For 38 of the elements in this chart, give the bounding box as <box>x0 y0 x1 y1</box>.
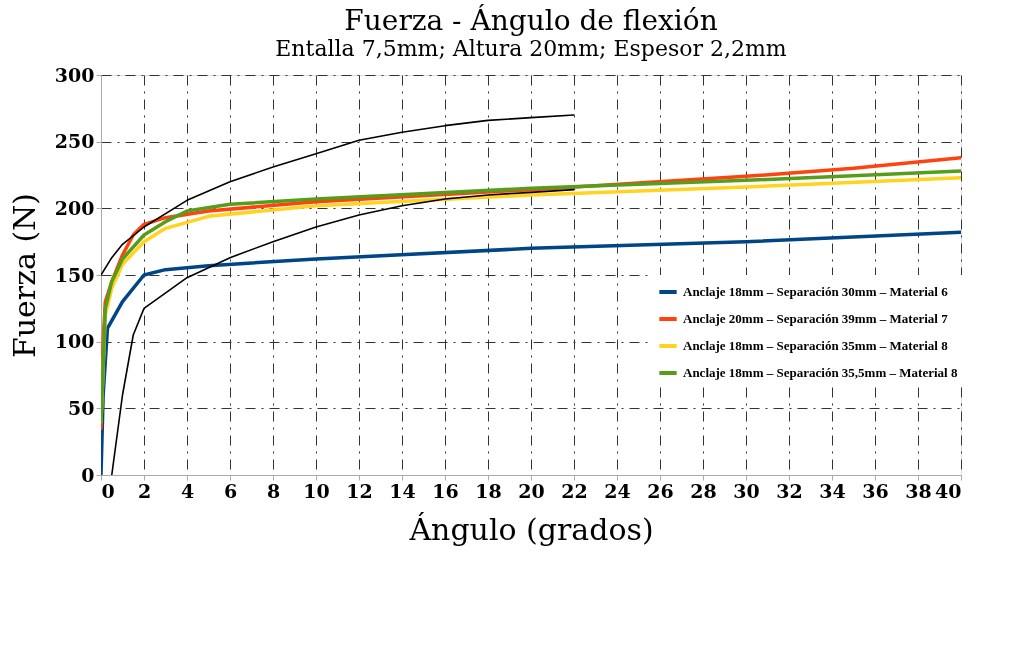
x-tick-label: 10 <box>303 479 330 502</box>
x-tick-label: 20 <box>518 479 545 502</box>
x-tick-label: 36 <box>862 479 889 502</box>
line-series <box>110 188 575 475</box>
chart-subtitle: Entalla 7,5mm; Altura 20mm; Espesor 2,2mm <box>275 36 787 61</box>
x-tick-label: 4 <box>180 479 195 502</box>
y-tick-label: 200 <box>54 196 95 219</box>
x-tick-label: 30 <box>733 479 760 502</box>
x-tick-label: 38 <box>905 479 932 502</box>
x-tick-label: 6 <box>223 479 238 502</box>
y-tick-label: 250 <box>54 130 95 153</box>
x-tick-label: 26 <box>647 479 674 502</box>
x-tick-label: 16 <box>432 479 459 502</box>
chart-title: Fuerza - Ángulo de flexión <box>344 4 718 37</box>
x-tick-label: 14 <box>389 479 416 502</box>
x-tick-label: 18 <box>475 479 502 502</box>
y-axis-title: Fuerza (N) <box>6 192 42 359</box>
legend-label: Anclaje 18mm – Separación 35mm – Material 8 <box>683 338 949 353</box>
legend-label: Anclaje 20mm – Separación 39mm – Material 7 <box>683 311 949 326</box>
x-tick-label: 32 <box>776 479 803 502</box>
y-tick-label: 50 <box>68 396 95 419</box>
x-tick-label: 8 <box>266 479 281 502</box>
y-tick-label: 150 <box>54 263 95 286</box>
x-tick-label: 40 <box>935 479 962 502</box>
x-tick-label: 34 <box>819 479 846 502</box>
y-tick-label: 300 <box>54 63 95 86</box>
x-tick-label: 12 <box>346 479 373 502</box>
legend-label: Anclaje 18mm – Separación 35,5mm – Material 8 <box>683 365 958 380</box>
x-axis-title: Ángulo (grados) <box>408 511 654 547</box>
x-tick-label: 28 <box>690 479 717 502</box>
x-tick-label: 24 <box>604 479 631 502</box>
y-tick-label: 100 <box>54 330 95 353</box>
x-tick-label: 2 <box>137 479 152 502</box>
y-tick-label: 0 <box>81 463 95 486</box>
line-series <box>101 114 575 276</box>
x-tick-label: 0 <box>101 479 115 502</box>
legend-label: Anclaje 18mm – Separación 30mm – Material 6 <box>683 284 949 299</box>
x-tick-label: 22 <box>561 479 588 502</box>
